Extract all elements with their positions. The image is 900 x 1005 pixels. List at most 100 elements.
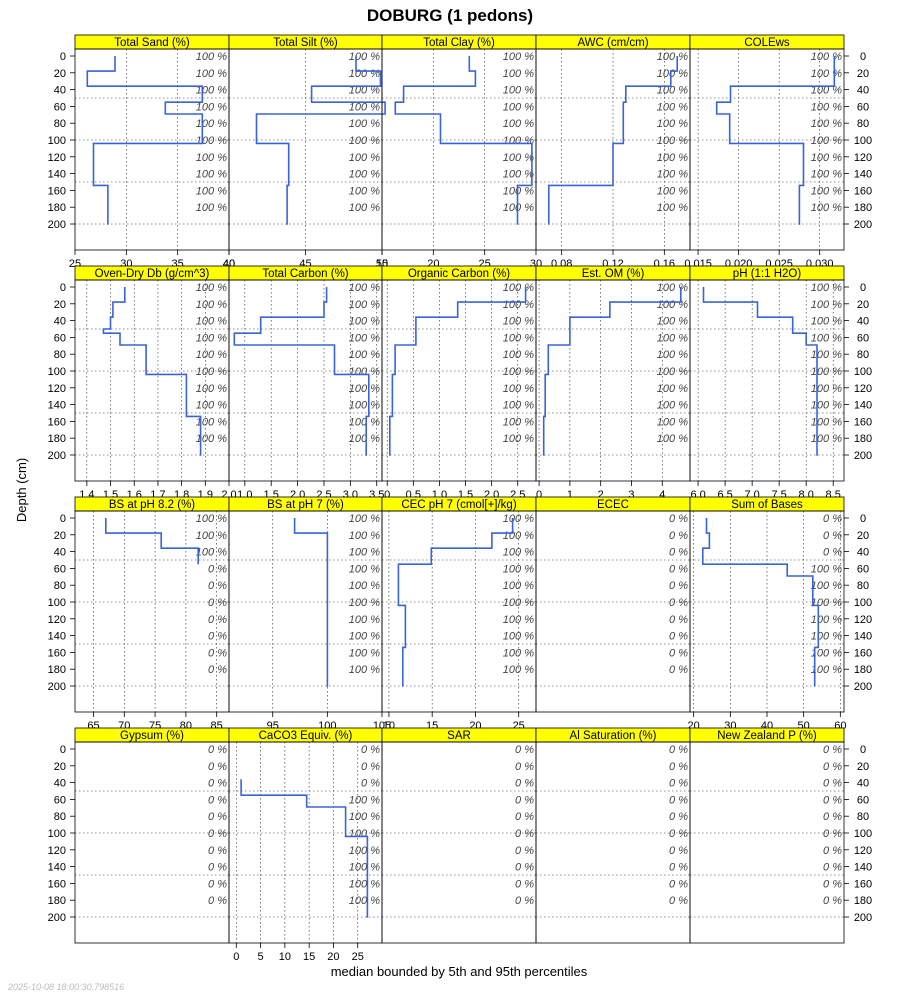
- pct-label: 100 %: [811, 631, 842, 643]
- panel-strip-label: Est. OM (%): [582, 268, 645, 280]
- pct-label: 100 %: [196, 547, 227, 559]
- pct-label: 0 %: [823, 828, 842, 840]
- pct-label: 0 %: [208, 811, 227, 823]
- pct-label: 100 %: [657, 433, 688, 445]
- pct-label: 0 %: [515, 744, 534, 756]
- panel-13: ECEC 0 % 0 % 0 % 0 % 0 % 0 % 0 % 0 % 0 % 0 %: [535, 496, 691, 713]
- pct-label: 100 %: [503, 647, 534, 659]
- pct-label: 100 %: [196, 152, 227, 164]
- pct-label: 100 %: [349, 895, 380, 907]
- depth-tick-label: 120: [854, 383, 872, 395]
- pct-label: 100 %: [196, 68, 227, 80]
- pct-label: 100 %: [503, 349, 534, 361]
- pct-label: 100 %: [503, 185, 534, 197]
- depth-tick-label: 60: [857, 563, 869, 575]
- pct-label: 100 %: [349, 828, 380, 840]
- pct-label: 0 %: [515, 878, 534, 890]
- pct-label: 100 %: [349, 597, 380, 609]
- depth-tick-label: 0: [60, 513, 66, 525]
- pct-label: 100 %: [811, 152, 842, 164]
- panel-strip-label: COLEws: [744, 37, 790, 49]
- pct-label: 0 %: [208, 614, 227, 626]
- panel-15: Gypsum (%) 0 % 0 % 0 % 0 % 0 % 0 % 0 % 0 % 0 % 0 %…: [48, 727, 230, 944]
- pct-label: 100 %: [811, 563, 842, 575]
- x-tick-label: 25: [352, 951, 364, 963]
- pct-label: 100 %: [811, 597, 842, 609]
- depth-tick-label: 200: [854, 912, 872, 924]
- pct-label: 100 %: [196, 51, 227, 63]
- pct-label: 100 %: [349, 101, 380, 113]
- pct-label: 100 %: [196, 383, 227, 395]
- pct-label: 0 %: [669, 845, 688, 857]
- panel-18: Al Saturation (%) 0 % 0 % 0 % 0 % 0 % 0 % 0 % 0 …: [535, 727, 691, 944]
- panel-strip-label: Sum of Bases: [731, 499, 803, 511]
- pct-label: 100 %: [811, 85, 842, 97]
- depth-tick-label: 100: [48, 597, 66, 609]
- panel-frame: [535, 510, 691, 713]
- profile-line: [715, 56, 836, 225]
- pct-label: 0 %: [515, 811, 534, 823]
- pct-label: 0 %: [823, 778, 842, 790]
- depth-tick-label: 120: [854, 614, 872, 626]
- depth-tick-label: 80: [54, 118, 66, 130]
- panel-frame: [689, 48, 845, 251]
- depth-tick-label: 40: [54, 316, 66, 328]
- depth-tick-label: 60: [54, 101, 66, 113]
- pct-label: 100 %: [349, 85, 380, 97]
- panel-strip-label: pH (1:1 H2O): [733, 268, 802, 280]
- depth-tick-label: 120: [48, 845, 66, 857]
- pct-label: 100 %: [657, 51, 688, 63]
- pct-label: 100 %: [503, 85, 534, 97]
- panel-strip-label: Total Silt (%): [273, 37, 338, 49]
- pct-label: 0 %: [208, 647, 227, 659]
- pct-label: 0 %: [669, 744, 688, 756]
- pct-label: 100 %: [657, 118, 688, 130]
- pct-label: 100 %: [349, 135, 380, 147]
- depth-tick-label: 120: [48, 383, 66, 395]
- pct-label: 0 %: [823, 811, 842, 823]
- depth-tick-label: 200: [854, 681, 872, 693]
- depth-tick-label: 180: [48, 895, 66, 907]
- pct-label: 0 %: [208, 778, 227, 790]
- depth-tick-label: 160: [48, 878, 66, 890]
- profile-line: [547, 56, 679, 225]
- depth-tick-label: 120: [48, 152, 66, 164]
- depth-tick-label: 0: [60, 282, 66, 294]
- profile-line: [293, 518, 329, 687]
- pct-label: 0 %: [515, 862, 534, 874]
- timestamp: 2025-10-08 18:00:30.798516: [7, 982, 124, 992]
- pct-label: 100 %: [349, 845, 380, 857]
- pct-label: 100 %: [811, 366, 842, 378]
- pct-label: 0 %: [669, 563, 688, 575]
- pct-label: 0 %: [669, 614, 688, 626]
- depth-tick-label: 100: [854, 366, 872, 378]
- x-tick-label: 2: [598, 489, 604, 501]
- pct-label: 100 %: [349, 316, 380, 328]
- pct-label: 0 %: [669, 811, 688, 823]
- pct-label: 100 %: [349, 580, 380, 592]
- pct-label: 100 %: [657, 68, 688, 80]
- depth-tick-label: 20: [857, 299, 869, 311]
- depth-tick-label: 80: [857, 811, 869, 823]
- pct-label: 0 %: [515, 845, 534, 857]
- pct-label: 0 %: [208, 794, 227, 806]
- depth-tick-label: 160: [854, 185, 872, 197]
- pct-label: 100 %: [503, 299, 534, 311]
- panel-frame: [74, 741, 230, 944]
- pct-label: 100 %: [349, 169, 380, 181]
- depth-tick-label: 120: [48, 614, 66, 626]
- pct-label: 100 %: [503, 101, 534, 113]
- pct-label: 0 %: [669, 778, 688, 790]
- pct-label: 100 %: [503, 366, 534, 378]
- depth-tick-label: 40: [54, 778, 66, 790]
- depth-tick-label: 40: [857, 316, 869, 328]
- pct-label: 100 %: [811, 580, 842, 592]
- pct-label: 100 %: [349, 68, 380, 80]
- pct-label: 100 %: [811, 68, 842, 80]
- pct-label: 100 %: [811, 416, 842, 428]
